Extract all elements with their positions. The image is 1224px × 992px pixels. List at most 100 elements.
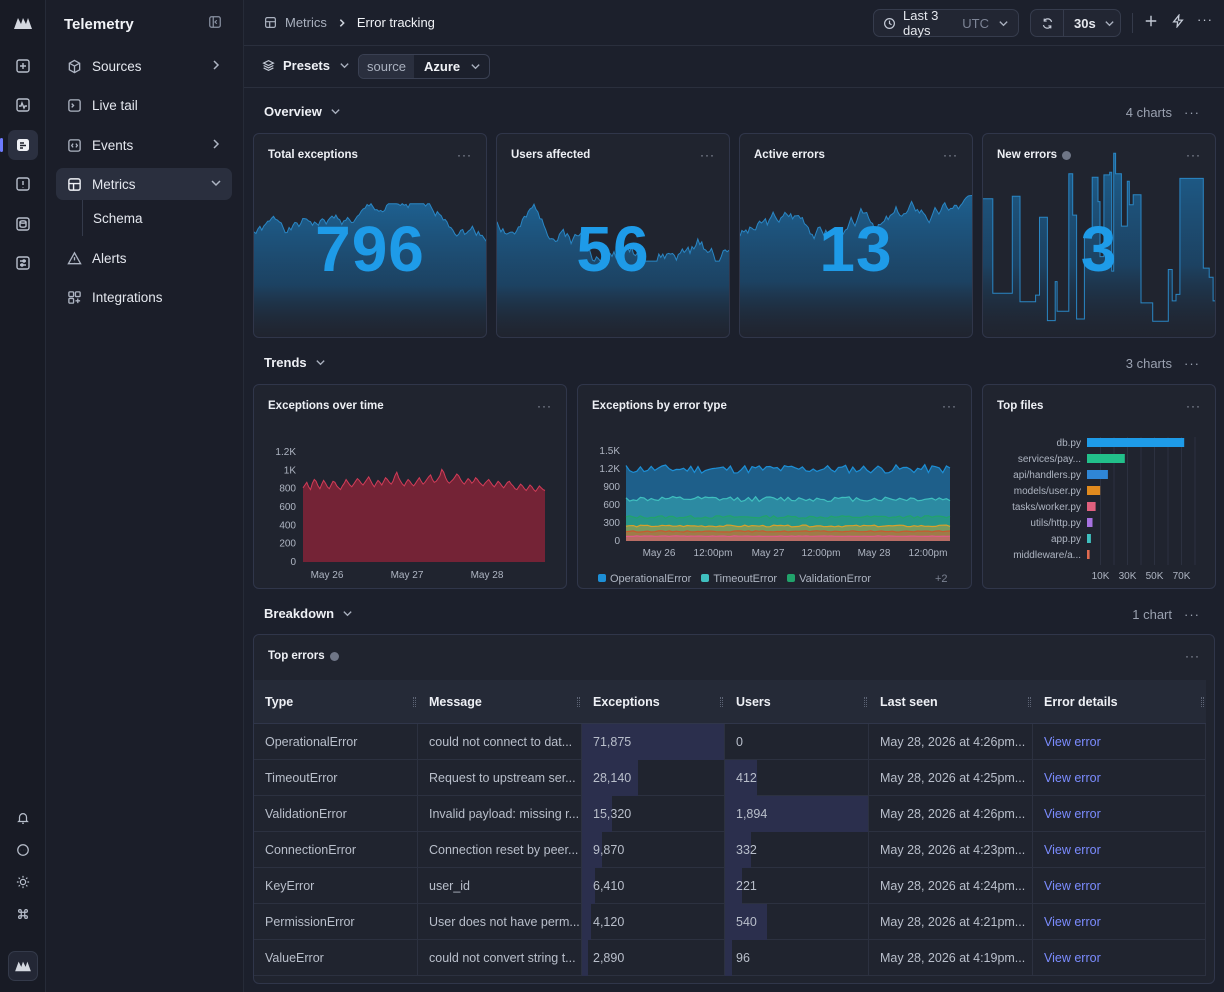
table-row[interactable]: PermissionError User does not have perm..… xyxy=(254,904,1206,940)
source-filter-chip[interactable]: source Azure xyxy=(358,54,491,79)
table-cell-message: User does not have perm... xyxy=(418,904,582,940)
table-row[interactable]: ValueError could not convert string t... 2… xyxy=(254,940,1206,976)
column-header-users[interactable]: Users xyxy=(725,680,869,724)
bar[interactable] xyxy=(1087,438,1185,447)
more-options-icon[interactable]: ··· xyxy=(943,148,958,162)
table-row[interactable]: ValidationError Invalid payload: missing … xyxy=(254,796,1206,832)
bar[interactable] xyxy=(1087,486,1101,495)
sidebar-item-metrics[interactable]: Metrics xyxy=(56,168,232,200)
command-icon[interactable] xyxy=(8,899,38,929)
activity-icon[interactable] xyxy=(8,90,38,120)
sidebar-item-schema[interactable]: Schema xyxy=(93,210,143,226)
view-error-link[interactable]: View error xyxy=(1033,724,1206,760)
more-options-icon[interactable]: ··· xyxy=(1185,649,1200,663)
sidebar-item-sources[interactable]: Sources xyxy=(56,50,232,82)
info-icon[interactable] xyxy=(329,651,339,661)
more-options-icon[interactable]: ··· xyxy=(942,399,957,413)
section-breakdown-toggle[interactable]: Breakdown xyxy=(264,606,353,621)
sidebar-item-alerts[interactable]: Alerts xyxy=(56,242,232,274)
column-resize-handle[interactable] xyxy=(1028,697,1031,707)
table-row[interactable]: OperationalError could not connect to dat… xyxy=(254,724,1206,760)
info-icon[interactable] xyxy=(1062,150,1072,160)
table-cell-message: Request to upstream ser... xyxy=(418,760,582,796)
more-options-icon[interactable]: ··· xyxy=(1184,607,1200,622)
settings-sliders-icon[interactable] xyxy=(8,248,38,278)
legend-item[interactable]: ValidationError xyxy=(787,573,871,585)
more-options-icon[interactable]: ··· xyxy=(1186,399,1201,413)
refresh-icon[interactable] xyxy=(1031,10,1064,36)
column-resize-handle[interactable] xyxy=(720,697,723,707)
more-options-icon[interactable]: ··· xyxy=(1197,12,1213,27)
view-error-link[interactable]: View error xyxy=(1033,868,1206,904)
logs-icon[interactable] xyxy=(0,130,38,160)
legend-item[interactable]: OperationalError xyxy=(598,573,691,585)
alert-square-icon[interactable] xyxy=(8,169,38,199)
more-options-icon[interactable]: ··· xyxy=(457,148,472,162)
sidebar-item-live-tail[interactable]: Live tail xyxy=(56,89,232,121)
logo-icon[interactable] xyxy=(8,8,38,38)
table-row[interactable]: ConnectionError Connection reset by peer.… xyxy=(254,832,1206,868)
bar[interactable] xyxy=(1087,454,1125,463)
more-options-icon[interactable]: ··· xyxy=(1184,105,1200,120)
bar[interactable] xyxy=(1087,534,1091,543)
chevron-down-icon xyxy=(998,18,1009,29)
more-options-icon[interactable]: ··· xyxy=(1186,148,1201,162)
integrations-icon xyxy=(66,289,82,305)
more-options-icon[interactable]: ··· xyxy=(537,399,552,413)
refresh-interval-select[interactable]: 30s xyxy=(1064,16,1115,31)
cell-text: 9,870 xyxy=(593,843,625,857)
lightning-icon[interactable] xyxy=(1171,14,1185,28)
area-series xyxy=(626,515,950,541)
column-header-last-seen[interactable]: Last seen xyxy=(869,680,1033,724)
column-resize-handle[interactable] xyxy=(864,697,867,707)
sidebar-item-integrations[interactable]: Integrations xyxy=(56,281,232,313)
y-tick-label: 600 xyxy=(603,500,620,511)
column-resize-handle[interactable] xyxy=(577,697,580,707)
add-icon[interactable] xyxy=(1144,14,1158,28)
bar[interactable] xyxy=(1087,518,1093,527)
theme-sun-icon[interactable] xyxy=(8,867,38,897)
section-overview-meta: 4 charts ··· xyxy=(1126,105,1200,120)
section-overview-toggle[interactable]: Overview xyxy=(264,104,341,119)
time-range-picker[interactable]: Last 3 days UTC xyxy=(873,8,1019,38)
table-row[interactable]: KeyError user_id 6,410 221 May 28, 2026 at 4… xyxy=(254,868,1206,904)
chat-icon[interactable] xyxy=(8,835,38,865)
database-icon[interactable] xyxy=(8,209,38,239)
bar[interactable] xyxy=(1087,550,1090,559)
column-header-exceptions[interactable]: Exceptions xyxy=(582,680,725,724)
view-error-link[interactable]: View error xyxy=(1033,796,1206,832)
bar[interactable] xyxy=(1087,502,1096,511)
column-resize-handle[interactable] xyxy=(413,697,416,707)
table-row[interactable]: TimeoutError Request to upstream ser... 28… xyxy=(254,760,1206,796)
cell-text: View error xyxy=(1044,807,1101,821)
bar[interactable] xyxy=(1087,470,1108,479)
sparkline-area xyxy=(254,203,486,337)
compose-icon[interactable] xyxy=(8,51,38,81)
view-error-link[interactable]: View error xyxy=(1033,904,1206,940)
view-error-link[interactable]: View error xyxy=(1033,940,1206,976)
workspace-avatar[interactable] xyxy=(8,951,38,981)
view-error-link[interactable]: View error xyxy=(1033,760,1206,796)
view-error-link[interactable]: View error xyxy=(1033,832,1206,868)
table-cell-users: 332 xyxy=(725,832,869,868)
cell-text: PermissionError xyxy=(265,915,355,929)
table-cell-exceptions: 15,320 xyxy=(582,796,725,832)
exceptions-by-type-chart: 0 300 600 900 1.2K 1.5K May 26 12:00pm May 27 12:… xyxy=(599,446,951,559)
legend-more[interactable]: +2 xyxy=(935,573,948,585)
bell-icon[interactable] xyxy=(8,803,38,833)
sidebar-item-events[interactable]: Events xyxy=(56,129,232,161)
section-trends-toggle[interactable]: Trends xyxy=(264,355,326,370)
column-header-error-details[interactable]: Error details xyxy=(1033,680,1206,724)
column-resize-handle[interactable] xyxy=(1201,697,1204,707)
sidebar-item-label: Metrics xyxy=(92,176,136,192)
breadcrumb-parent[interactable]: Metrics xyxy=(285,15,327,30)
chart-count: 4 charts xyxy=(1125,105,1172,120)
legend-item[interactable]: TimeoutError xyxy=(701,573,777,585)
column-header-message[interactable]: Message xyxy=(418,680,582,724)
more-options-icon[interactable]: ··· xyxy=(700,148,715,162)
more-options-icon[interactable]: ··· xyxy=(1184,356,1200,371)
collapse-sidebar-icon[interactable] xyxy=(208,15,222,29)
cell-magnitude-bar xyxy=(582,724,724,760)
presets-dropdown[interactable]: Presets xyxy=(262,58,350,73)
column-header-type[interactable]: Type xyxy=(254,680,418,724)
